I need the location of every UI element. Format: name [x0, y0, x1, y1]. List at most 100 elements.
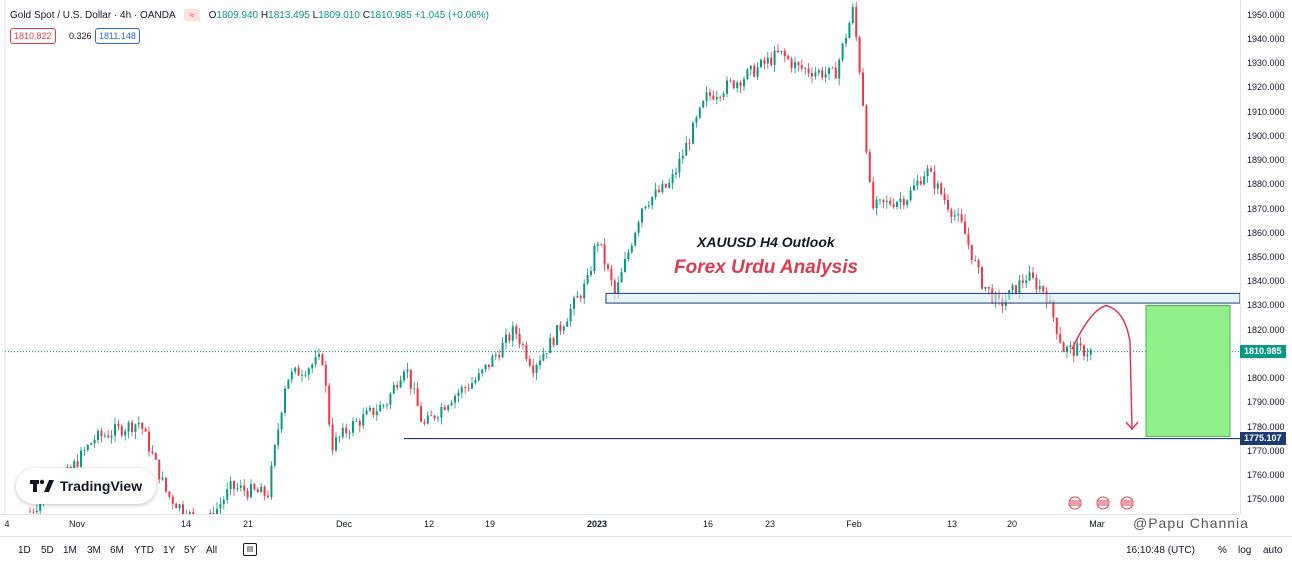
candlestick-chart[interactable]: [0, 0, 1241, 536]
price-scale[interactable]: 1750.000 1760.000 1770.000 1780.000 1790.000…: [1240, 0, 1292, 514]
candle-body: [120, 426, 123, 436]
candle-body: [947, 200, 949, 210]
compare-icon[interactable]: ≈: [183, 9, 200, 21]
candle-body: [1032, 272, 1034, 278]
percent-toggle[interactable]: %: [1218, 545, 1227, 556]
candle-body: [307, 368, 310, 375]
candle-body: [681, 155, 684, 159]
candle-body: [797, 62, 800, 66]
candle-body: [821, 70, 824, 78]
price-tick: 1780.000: [1247, 421, 1285, 432]
candle-body: [426, 415, 429, 424]
candle-body: [763, 59, 766, 64]
candle-body: [375, 411, 378, 415]
range-6m-button[interactable]: 6M: [110, 545, 124, 556]
time-scale[interactable]: 4 Nov 14 21 Dec 12 19 2023 16 23 Feb 13 20 Mar: [0, 514, 1240, 535]
candle-body: [246, 490, 249, 498]
range-5y-button[interactable]: 5Y: [184, 545, 197, 556]
us-flag-icon[interactable]: [1068, 496, 1082, 510]
candle-body: [365, 410, 368, 415]
candle-body: [144, 428, 147, 432]
candle-body: [692, 122, 694, 144]
candle-body: [416, 388, 419, 407]
range-1m-button[interactable]: 1M: [63, 545, 77, 556]
candle-body: [522, 344, 524, 346]
candle-body: [372, 407, 375, 415]
projection-arrow-head: [1125, 421, 1139, 431]
candle-body: [39, 502, 42, 511]
candle-body: [76, 461, 79, 467]
candle-body: [270, 465, 273, 498]
target-price-label: 1775.107: [1240, 431, 1286, 445]
candle-body: [1062, 342, 1065, 353]
candle-body: [596, 243, 599, 246]
candle-body: [627, 252, 630, 260]
clock-time[interactable]: 16:10:48 (UTC): [1126, 545, 1195, 556]
candle-body: [913, 185, 915, 191]
candle-body: [783, 50, 786, 57]
tradingview-logo[interactable]: TradingView: [16, 468, 156, 504]
candle-body: [100, 430, 103, 437]
us-flag-icon[interactable]: [1120, 496, 1134, 510]
event-flags[interactable]: [1068, 496, 1134, 510]
candle-body: [154, 453, 157, 460]
candle-body: [110, 435, 113, 438]
candle-body: [1042, 286, 1045, 292]
candle-body: [97, 430, 99, 440]
candle-body: [165, 477, 167, 492]
candle-body: [114, 424, 116, 436]
candle-body: [705, 92, 708, 102]
range-5d-button[interactable]: 5D: [41, 545, 54, 556]
log-toggle[interactable]: log: [1238, 545, 1252, 556]
candle-body: [593, 245, 596, 271]
candle-body: [471, 383, 473, 389]
us-flag-icon[interactable]: [1096, 496, 1110, 510]
candle-body: [151, 451, 154, 454]
range-all-button[interactable]: All: [206, 545, 218, 556]
candle-body: [630, 245, 633, 253]
candle-body: [508, 334, 511, 341]
price-tick: 1920.000: [1247, 82, 1285, 93]
candle-body: [233, 481, 235, 489]
price-tick: 1750.000: [1247, 494, 1285, 505]
candle-body: [787, 56, 790, 59]
candle-body: [277, 429, 280, 446]
candle-body: [83, 450, 86, 451]
candle-body: [1055, 317, 1058, 334]
candle-body: [481, 369, 484, 374]
target-box: [1145, 304, 1231, 437]
candle-body: [178, 504, 181, 509]
sell-price-button[interactable]: 1810.822: [10, 28, 56, 44]
symbol-title[interactable]: Gold Spot / U.S. Dollar · 4h · OANDA: [10, 10, 176, 21]
candle-body: [641, 208, 643, 223]
symbol-legend[interactable]: Gold Spot / U.S. Dollar · 4h · OANDA ≈ O…: [10, 9, 489, 21]
candle-body: [1021, 280, 1024, 283]
candle-body: [892, 204, 895, 207]
candle-body: [403, 371, 405, 381]
candle-body: [654, 189, 657, 197]
candle-body: [182, 504, 184, 515]
candle-body: [688, 143, 691, 144]
candle-body: [732, 80, 735, 89]
projection-arrow: [1071, 304, 1133, 430]
candle-body: [953, 215, 956, 217]
date-range-icon[interactable]: ▤: [243, 543, 257, 556]
candle-body: [399, 380, 402, 388]
candle-body: [753, 65, 756, 77]
price-tick: 1830.000: [1247, 300, 1285, 311]
range-1d-button[interactable]: 1D: [18, 545, 31, 556]
range-3m-button[interactable]: 3M: [87, 545, 101, 556]
candle-body: [382, 405, 385, 406]
candle-body: [392, 385, 395, 394]
price-tick: 1910.000: [1247, 106, 1285, 117]
candle-body: [634, 232, 637, 246]
spread-value: 0.326: [69, 31, 92, 41]
candle-body: [712, 95, 715, 100]
buy-price-button[interactable]: 1811.148: [95, 28, 140, 44]
chart-pane[interactable]: Gold Spot / U.S. Dollar · 4h · OANDA ≈ O…: [0, 0, 1241, 536]
candle-body: [647, 205, 650, 207]
candle-body: [566, 321, 569, 327]
auto-toggle[interactable]: auto: [1263, 545, 1283, 556]
range-ytd-button[interactable]: YTD: [134, 545, 154, 556]
range-1y-button[interactable]: 1Y: [163, 545, 176, 556]
